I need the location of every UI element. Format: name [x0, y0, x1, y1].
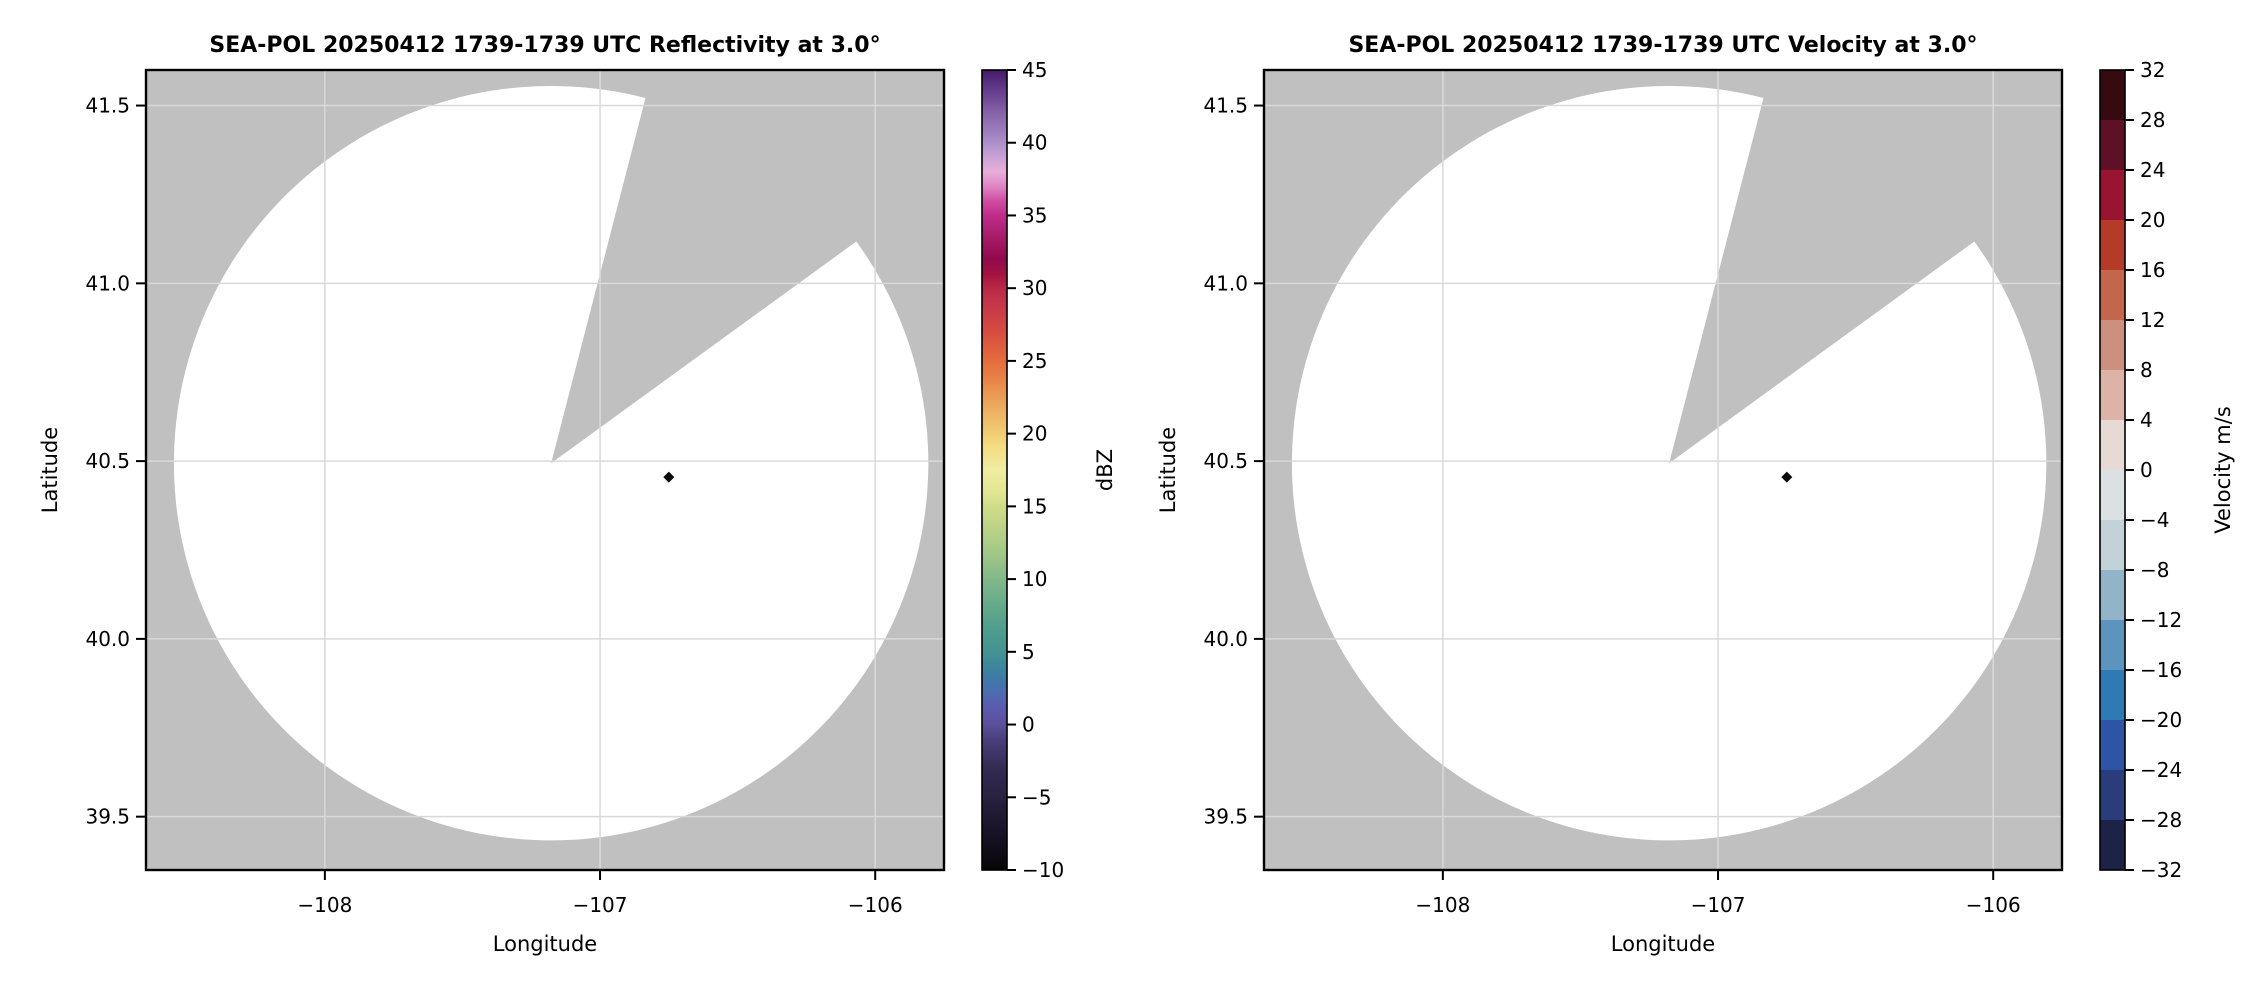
- y-tick-label: 40.5: [85, 449, 130, 473]
- colorbar-segment: [2100, 620, 2125, 671]
- colorbar-tick-label: −28: [2140, 808, 2182, 832]
- radar-scan-coverage: [1291, 86, 2047, 841]
- x-tick-label: −106: [848, 893, 903, 917]
- colorbar-tick-label: 5: [1022, 640, 1035, 664]
- colorbar-tick-label: 0: [1022, 713, 1035, 737]
- colorbar-segment: [2100, 470, 2125, 521]
- colorbar-segment: [2100, 120, 2125, 171]
- colorbar-tick-label: 25: [1022, 349, 1047, 373]
- colorbar-tick-label: 24: [2140, 158, 2165, 182]
- colorbar-gradient: [982, 70, 1007, 870]
- x-tick-label: −107: [573, 893, 628, 917]
- y-tick-label: 40.5: [1203, 449, 1248, 473]
- colorbar-tick-label: 10: [1022, 567, 1047, 591]
- panel-velocity: −108 −107 −106 41.5 41.0 40.5 40.0 39.5 SEA-POL …: [1156, 33, 2235, 956]
- colorbar-tick-label: −16: [2140, 658, 2182, 682]
- colorbar-tick-label: −24: [2140, 758, 2182, 782]
- colorbar-segment: [2100, 670, 2125, 721]
- panel-reflectivity: −108 −107 −106 41.5 41.0 40.5 40.0 39.5 SEA-POL …: [38, 33, 1117, 956]
- colorbar-tick-label: 20: [2140, 208, 2165, 232]
- colorbar-tick-label: 45: [1022, 58, 1047, 82]
- plot-frame: [1262, 68, 2064, 872]
- colorbar-axis-label: Velocity m/s: [2211, 406, 2235, 534]
- colorbar-segment: [2100, 420, 2125, 471]
- colorbar-segment: [2100, 170, 2125, 221]
- colorbar-tick-label: −8: [2140, 558, 2169, 582]
- y-axis-label: Latitude: [1156, 427, 1180, 513]
- y-tick-label: 41.0: [85, 271, 130, 295]
- colorbar-segment: [2100, 370, 2125, 421]
- colorbar-tick-label: 12: [2140, 308, 2165, 332]
- colorbar-tick-label: −20: [2140, 708, 2182, 732]
- colorbar-tick-label: 40: [1022, 131, 1047, 155]
- colorbar-tick-label: 32: [2140, 58, 2165, 82]
- plot-frame: [144, 68, 946, 872]
- panel-title: SEA-POL 20250412 1739-1739 UTC Velocity …: [1348, 33, 1977, 58]
- colorbar-segment: [2100, 220, 2125, 271]
- y-tick-label: 40.0: [1203, 627, 1248, 651]
- x-axis-label: Longitude: [493, 932, 597, 956]
- colorbar-segment: [2100, 720, 2125, 771]
- x-tick-label: −108: [1415, 893, 1470, 917]
- colorbar-tick-label: 35: [1022, 203, 1047, 227]
- y-axis-label: Latitude: [38, 427, 62, 513]
- radar-scan-coverage: [173, 86, 929, 841]
- y-tick-label: 41.5: [1203, 94, 1248, 118]
- colorbar-segment: [2100, 320, 2125, 371]
- x-axis-label: Longitude: [1611, 932, 1715, 956]
- radar-site-marker: [1781, 471, 1793, 483]
- colorbar-tick-label: −4: [2140, 508, 2169, 532]
- y-tick-label: 41.5: [85, 94, 130, 118]
- colorbar-axis-label: dBZ: [1093, 449, 1117, 491]
- colorbar-segment: [2100, 570, 2125, 621]
- colorbar-tick-label: 28: [2140, 108, 2165, 132]
- colorbar-tick-label: −32: [2140, 858, 2182, 882]
- colorbar-segment: [2100, 770, 2125, 821]
- colorbar-segment: [2100, 520, 2125, 571]
- colorbar-tick-label: 20: [1022, 422, 1047, 446]
- colorbar-tick-label: −12: [2140, 608, 2182, 632]
- colorbar-segment: [2100, 270, 2125, 321]
- y-tick-label: 40.0: [85, 627, 130, 651]
- radar-site-marker: [663, 471, 675, 483]
- x-tick-label: −108: [297, 893, 352, 917]
- colorbar-tick-label: 8: [2140, 358, 2153, 382]
- colorbar-outline: [981, 69, 1008, 871]
- y-tick-label: 39.5: [1203, 805, 1248, 829]
- x-tick-label: −107: [1691, 893, 1746, 917]
- y-tick-label: 41.0: [1203, 271, 1248, 295]
- colorbar-tick-label: 30: [1022, 276, 1047, 300]
- colorbar-tick-label: −5: [1022, 785, 1051, 809]
- colorbar-tick-label: −10: [1022, 858, 1064, 882]
- colorbar-tick-label: 0: [2140, 458, 2153, 482]
- colorbar-tick-label: 4: [2140, 408, 2153, 432]
- colorbar-segment: [2100, 820, 2125, 871]
- y-tick-label: 39.5: [85, 805, 130, 829]
- colorbar-segment: [2100, 70, 2125, 121]
- panel-title: SEA-POL 20250412 1739-1739 UTC Reflectiv…: [209, 33, 880, 58]
- colorbar-tick-label: 16: [2140, 258, 2165, 282]
- x-tick-label: −106: [1966, 893, 2021, 917]
- colorbar-tick-label: 15: [1022, 494, 1047, 518]
